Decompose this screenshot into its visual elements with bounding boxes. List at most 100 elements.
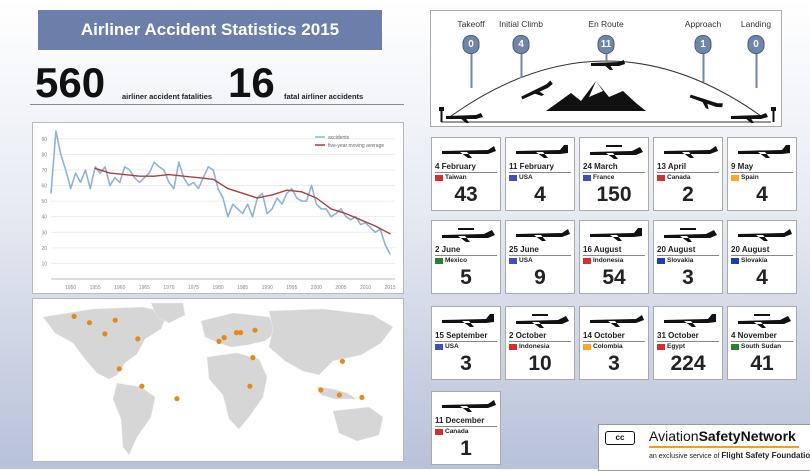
- y-tick-label: 40: [41, 215, 47, 221]
- country-flag-icon: [731, 175, 739, 181]
- data-point: [212, 178, 214, 180]
- accident-marker: [86, 320, 93, 326]
- data-point: [124, 174, 126, 176]
- data-point: [301, 200, 303, 202]
- data-point: [99, 172, 101, 174]
- data-point: [197, 188, 200, 190]
- data-point: [345, 212, 347, 215]
- accident-country: Taiwan: [445, 174, 467, 181]
- accident-country: Slovakia: [667, 257, 694, 264]
- plane-silhouette-icon: [738, 314, 791, 328]
- country-flag-icon: [435, 175, 443, 181]
- approach-plane-icon: [689, 94, 723, 110]
- phase-label: Takeoff: [457, 19, 485, 29]
- accident-country: Spain: [741, 174, 759, 181]
- accident-date: 11 February: [509, 162, 554, 171]
- accident-markers: [71, 313, 365, 402]
- x-tick-label: 1980: [213, 285, 224, 291]
- accident-card: 9 May Spain 4: [727, 137, 797, 211]
- accidents-value: 16: [228, 59, 275, 106]
- data-point: [109, 184, 111, 187]
- data-point: [374, 225, 376, 227]
- data-point: [360, 223, 362, 226]
- phase-count: 0: [747, 35, 765, 54]
- card-divider: [731, 255, 793, 256]
- country-flag-icon: [435, 258, 443, 264]
- data-point: [296, 197, 298, 199]
- country-flag-icon: [657, 175, 665, 181]
- card-divider: [509, 172, 571, 173]
- x-tick-label: 1975: [188, 285, 199, 291]
- accident-country: USA: [519, 174, 533, 181]
- data-point: [143, 177, 145, 179]
- data-point: [286, 192, 288, 194]
- australia: [332, 406, 384, 442]
- x-tick-label: 2005: [335, 285, 346, 291]
- data-point: [158, 166, 160, 168]
- card-divider: [583, 341, 645, 342]
- accident-fatalities: 3: [682, 266, 694, 289]
- accident-date: 25 June: [509, 245, 539, 254]
- data-point: [286, 189, 288, 191]
- data-point: [212, 169, 214, 171]
- phase-stem: [755, 54, 757, 88]
- accident-marker: [174, 396, 180, 402]
- accident-marker: [71, 313, 77, 319]
- accident-marker: [139, 383, 145, 389]
- plane-silhouette-icon: [664, 314, 716, 327]
- takeoff-plane-icon: [446, 113, 483, 123]
- data-point: [320, 208, 322, 210]
- data-point: [153, 161, 155, 163]
- plane-silhouette-icon: [738, 229, 792, 241]
- accident-date: 9 May: [731, 162, 754, 171]
- x-tick-label: 2015: [385, 285, 396, 291]
- data-point: [271, 194, 273, 196]
- country-flag-icon: [731, 344, 739, 350]
- series-line-0: [50, 130, 391, 255]
- plane-silhouette-icon: [516, 314, 569, 328]
- mountains-icon: [546, 81, 646, 111]
- accident-marker: [238, 330, 244, 336]
- plane-silhouette-icon: [442, 314, 494, 327]
- data-point: [65, 169, 67, 171]
- data-point: [251, 216, 254, 218]
- asn-tagline-bold: Flight Safety Foundation: [721, 451, 810, 460]
- y-tick-label: 80: [41, 152, 47, 158]
- data-point: [340, 208, 342, 210]
- world-map-panel: [32, 298, 404, 462]
- card-divider: [509, 255, 571, 256]
- card-divider: [731, 172, 793, 173]
- card-divider: [509, 341, 571, 342]
- accident-card: 20 August Slovakia 4: [727, 220, 797, 294]
- greenland: [150, 302, 186, 324]
- accident-card: 25 June USA 9: [505, 220, 575, 294]
- data-point: [79, 181, 82, 184]
- accident-card: 11 December Canada 1: [431, 391, 501, 465]
- data-point: [222, 197, 224, 199]
- accident-fatalities: 3: [608, 352, 620, 375]
- phase-marker: 0: [462, 35, 480, 88]
- data-point: [232, 203, 234, 205]
- data-point: [350, 219, 352, 221]
- accident-country: Colombia: [593, 343, 623, 350]
- card-divider: [435, 172, 497, 173]
- accident-country: France: [593, 174, 615, 181]
- legend-label: five-year moving average: [328, 143, 384, 149]
- data-point: [109, 172, 111, 174]
- y-tick-label: 90: [41, 137, 47, 143]
- accident-date: 4 November: [731, 331, 777, 340]
- fatalities-label: airliner accident fatalities: [122, 92, 213, 101]
- data-point: [246, 203, 249, 205]
- accident-marker: [116, 366, 122, 372]
- accident-date: 15 September: [435, 331, 488, 340]
- data-point: [360, 219, 362, 221]
- accident-fatalities: 9: [534, 266, 546, 289]
- accident-date: 24 March: [583, 162, 618, 171]
- data-point: [119, 181, 121, 184]
- data-point: [178, 161, 180, 163]
- x-tick-label: 1985: [237, 285, 248, 291]
- accident-fatalities: 41: [750, 352, 774, 375]
- x-tick-label: 2000: [311, 285, 322, 291]
- accident-marker: [339, 358, 345, 364]
- phase-label: En Route: [588, 19, 624, 29]
